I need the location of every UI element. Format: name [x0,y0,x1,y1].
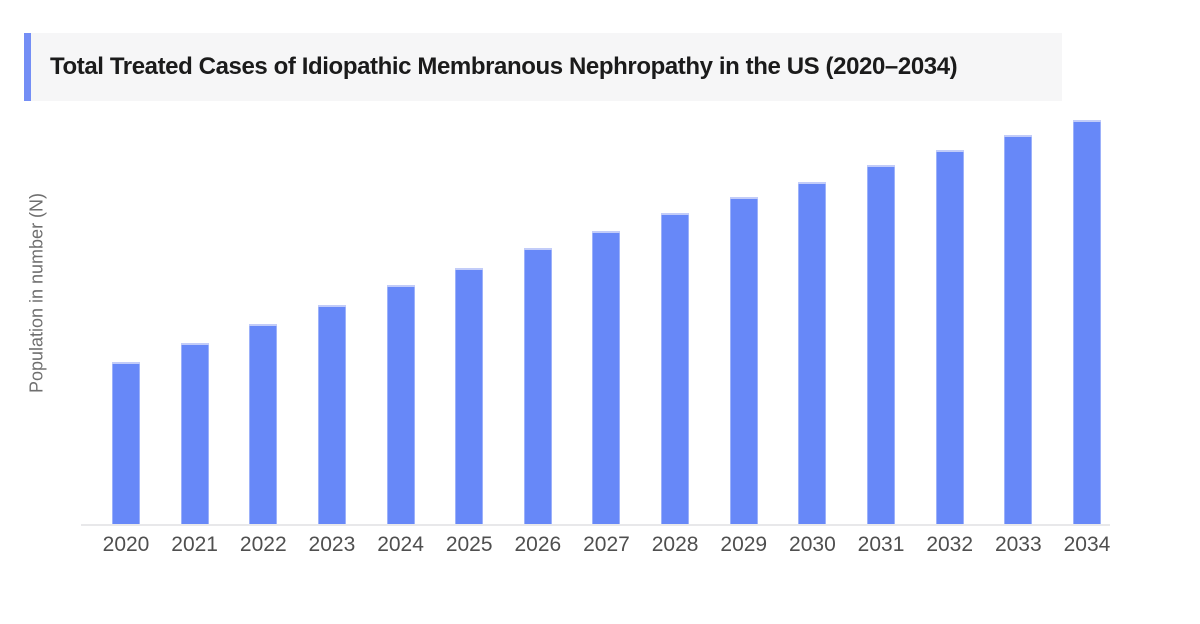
title-banner: Total Treated Cases of Idiopathic Membra… [31,33,1062,101]
chart-title: Total Treated Cases of Idiopathic Membra… [50,53,958,80]
bar-2030 [798,182,827,524]
bar-2020 [112,362,140,524]
x-tick-2034: 2034 [1063,533,1111,556]
bar-2026 [523,248,552,524]
x-tick-2028: 2028 [651,533,699,556]
bar-2024 [386,285,415,524]
bar-2027 [592,231,621,524]
bar-2021 [180,343,209,524]
x-tick-2024: 2024 [377,533,424,556]
x-tick-2026: 2026 [514,533,562,556]
y-axis-label: Population in number (N) [26,192,47,394]
x-tick-2020: 2020 [102,533,150,556]
x-tick-2021: 2021 [171,533,218,556]
x-tick-2031: 2031 [857,533,905,556]
bar-2029 [729,197,758,524]
bar-2033 [1004,135,1033,524]
x-tick-2025: 2025 [445,533,493,556]
x-tick-2033: 2033 [994,533,1042,556]
bar-2034 [1072,120,1101,524]
bar-2023 [317,305,346,524]
x-tick-2023: 2023 [308,533,356,556]
bar-2028 [661,213,690,524]
bar-2025 [455,268,484,524]
bar-2022 [249,324,278,524]
x-tick-2032: 2032 [926,533,974,556]
bar-2031 [867,165,896,524]
x-tick-2030: 2030 [789,533,836,556]
x-tick-2022: 2022 [239,533,287,556]
title-accent-bar [24,33,31,101]
x-tick-2027: 2027 [583,533,630,556]
bar-2032 [935,150,964,524]
x-tick-2029: 2029 [720,533,768,556]
x-axis-line [81,524,1110,526]
